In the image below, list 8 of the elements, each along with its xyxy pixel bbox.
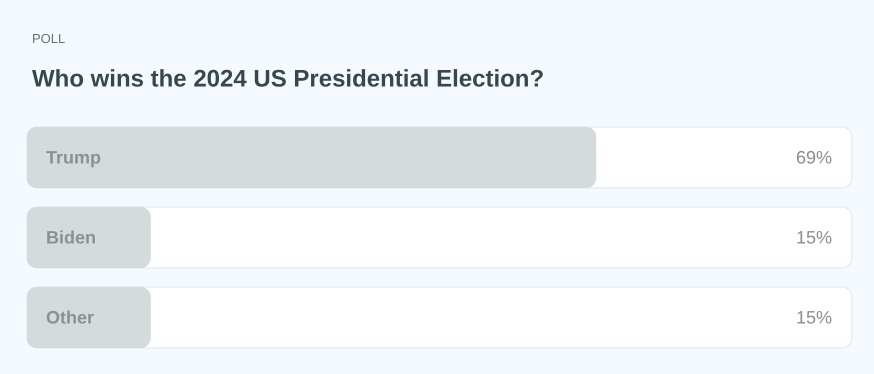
data-label: 15%	[796, 228, 832, 248]
y-tick-label: Trump	[46, 148, 102, 168]
y-tick-label: Biden	[46, 228, 96, 248]
y-tick-label: Other	[46, 308, 94, 328]
chart-title: Who wins the 2024 US Presidential Election?	[32, 66, 544, 92]
chart-subtitle: POLL	[32, 31, 66, 46]
data-label: 69%	[796, 148, 832, 168]
data-label: 15%	[796, 308, 832, 328]
